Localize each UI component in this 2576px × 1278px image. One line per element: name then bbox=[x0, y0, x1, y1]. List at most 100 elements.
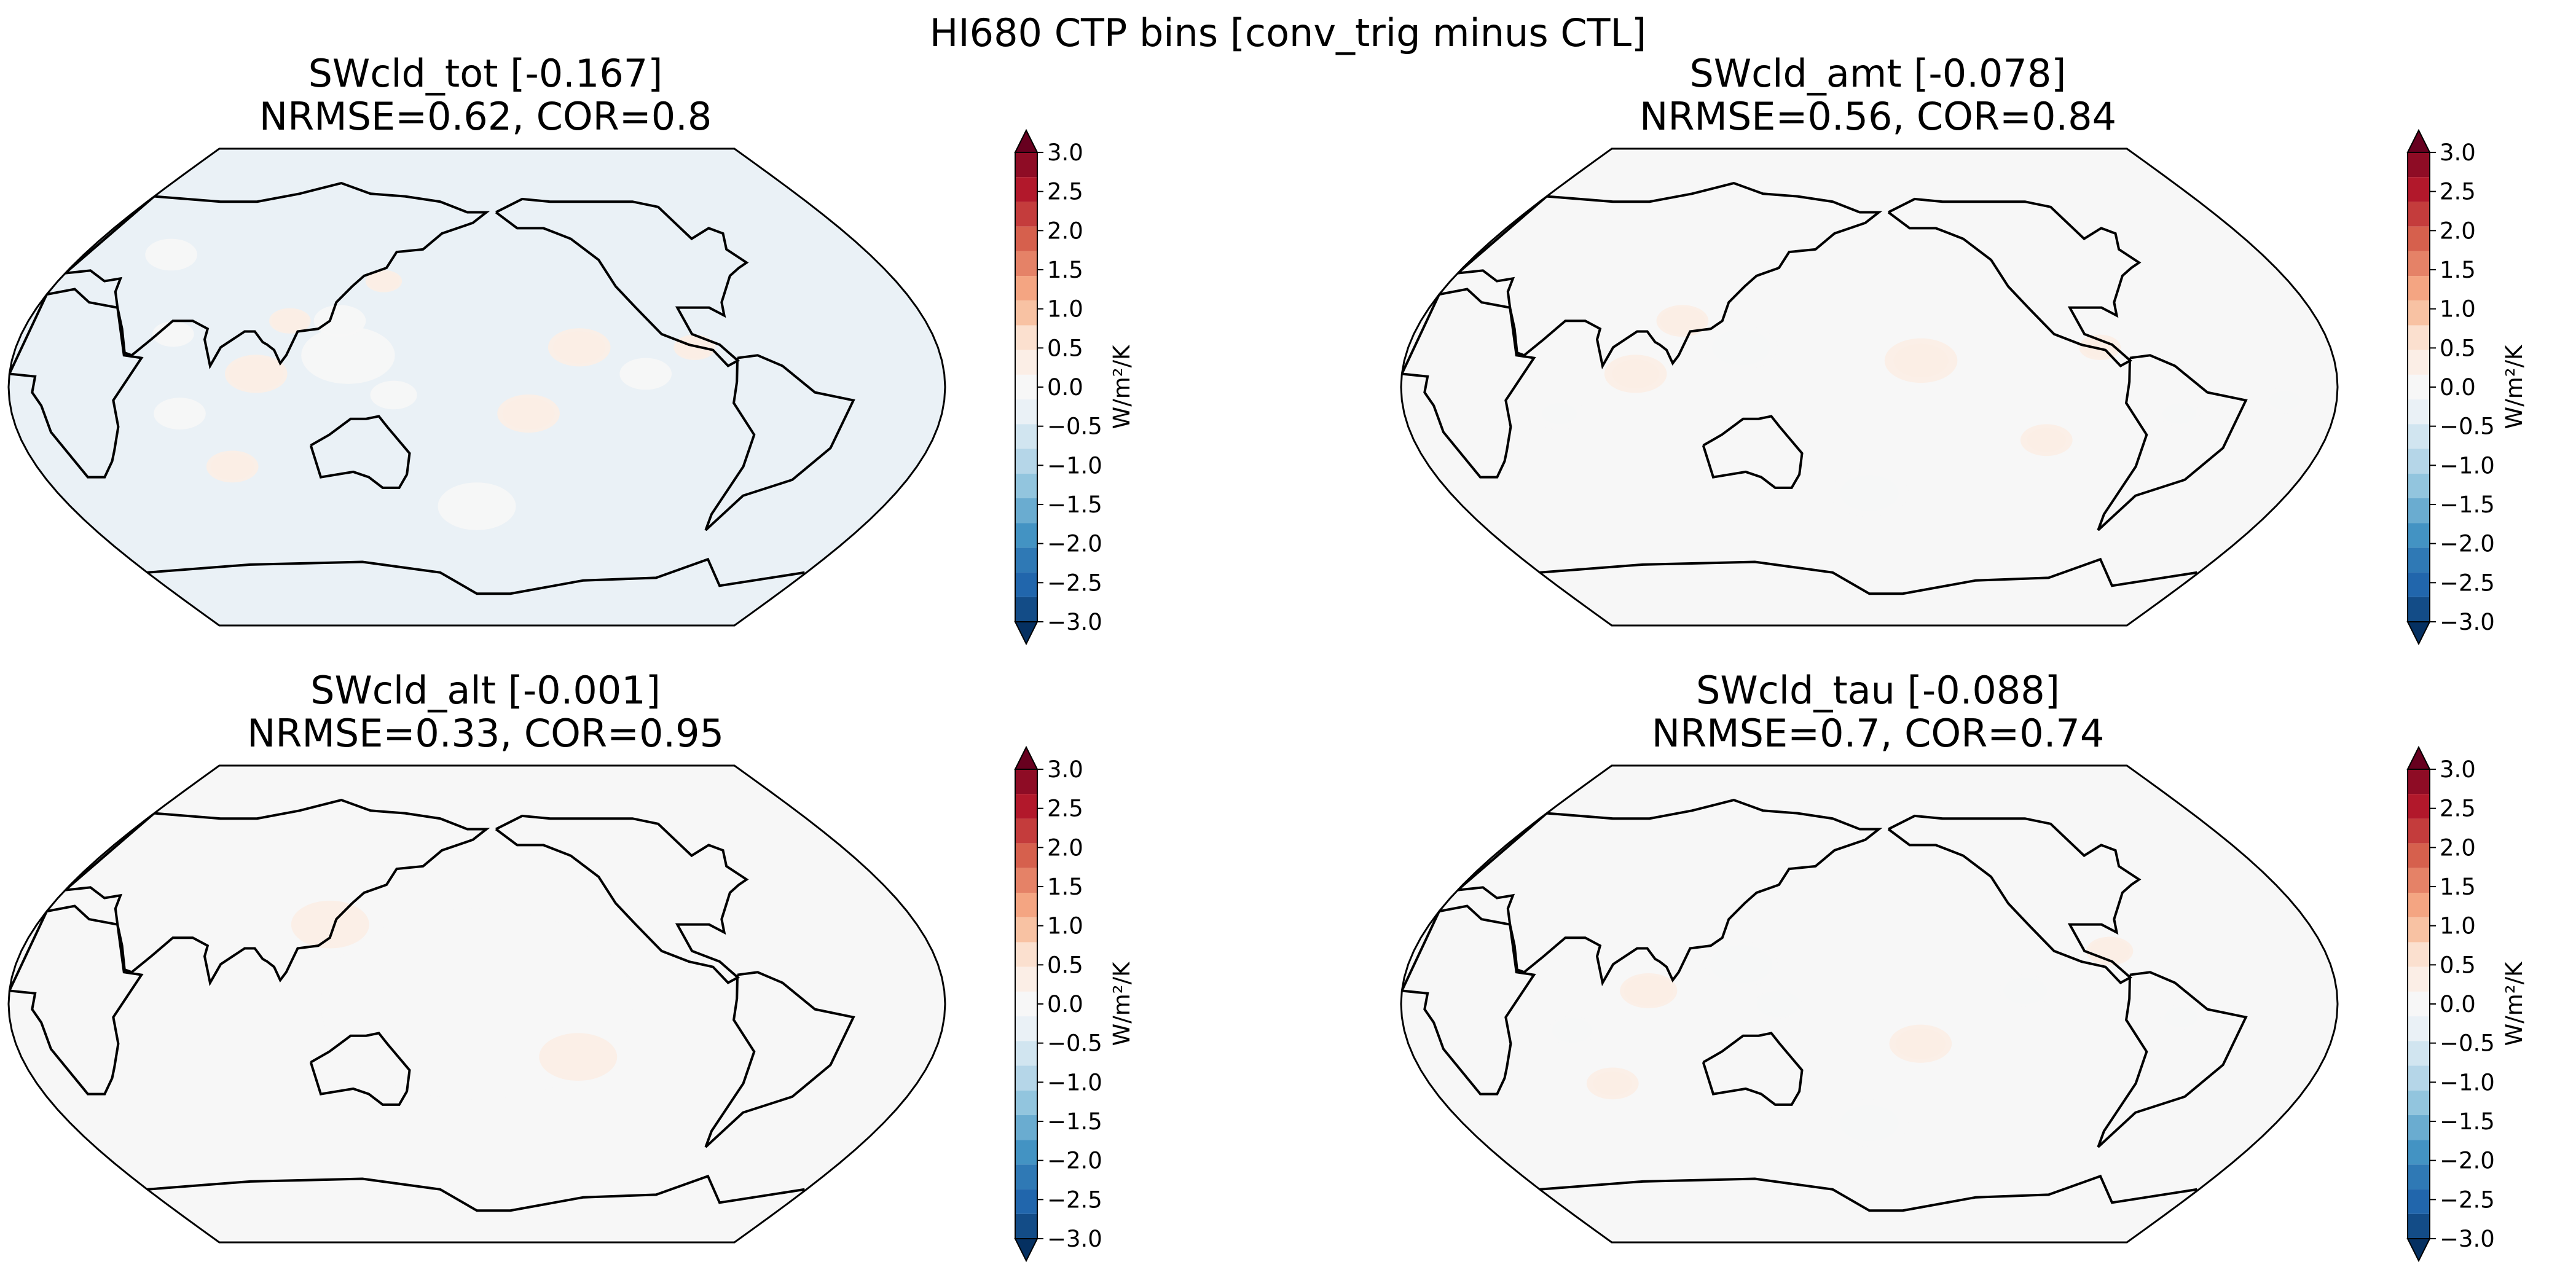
map-background bbox=[9, 149, 945, 625]
africa-outline bbox=[1401, 904, 1536, 1096]
contour-patch bbox=[301, 326, 395, 384]
colorbar-extend-max bbox=[1014, 128, 1039, 153]
colorbar-segment bbox=[1015, 597, 1037, 622]
contour-patch bbox=[673, 334, 716, 361]
colorbar-segment bbox=[2408, 966, 2430, 992]
colorbar-segment bbox=[1015, 1115, 1037, 1140]
colorbar-segment bbox=[1015, 374, 1037, 400]
colorbar-segment bbox=[2408, 547, 2430, 573]
robinson-map bbox=[1400, 764, 2339, 1244]
map-boundary bbox=[1400, 147, 2339, 627]
colorbar-tick-label: 2.5 bbox=[1047, 796, 1083, 822]
map-figure: 3.0 2.5 2.0 1.5 1.0 0.5 0.0 −0.5 −1.0 −1.5 −2.0 −2.… bbox=[1400, 745, 2527, 1263]
colorbar-tick-label: −1.5 bbox=[2440, 1108, 2495, 1135]
colorbar-segment bbox=[1015, 424, 1037, 449]
colorbar-tick-label: −2.0 bbox=[1047, 1148, 1102, 1174]
colorbar-segment bbox=[2408, 251, 2430, 276]
asia-outline bbox=[1453, 798, 1883, 987]
colorbar-segment bbox=[2408, 572, 2430, 597]
colorbar-segment bbox=[1015, 251, 1037, 276]
colorbar-tick-label: −1.0 bbox=[2440, 1069, 2495, 1096]
colorbar-tick-label: 3.0 bbox=[2440, 139, 2476, 166]
colorbar-tick-label: 2.0 bbox=[1047, 834, 1083, 861]
colorbar-extend-min bbox=[2406, 1238, 2431, 1263]
contour-patch bbox=[1830, 469, 1909, 517]
panel-title: SWcld_alt [-0.001] bbox=[310, 668, 661, 713]
colorbar-segment bbox=[2408, 226, 2430, 251]
colorbar-segment bbox=[1015, 917, 1037, 943]
map-panel-swcld-amt: SWcld_amt [-0.078] NRMSE=0.56, COR=0.84 … bbox=[1392, 0, 2576, 646]
robinson-map bbox=[7, 147, 946, 627]
colorbar-tick-label: 1.5 bbox=[2440, 874, 2476, 900]
colorbar-segment bbox=[1015, 399, 1037, 425]
colorbar-segment bbox=[1015, 449, 1037, 474]
colorbar-tick-label: −3.0 bbox=[2440, 609, 2495, 635]
colorbar-label: W/m²/K bbox=[1109, 344, 1135, 429]
colorbar-segment bbox=[1015, 498, 1037, 523]
australia-outline bbox=[1702, 415, 1804, 489]
australia-outline bbox=[309, 415, 411, 489]
colorbar-segment bbox=[2408, 769, 2430, 794]
colorbar-tick-label: 1.0 bbox=[2440, 913, 2476, 939]
contour-patch bbox=[548, 328, 611, 367]
contour-patch bbox=[2158, 401, 2201, 426]
colorbar-tick-label: −2.5 bbox=[2440, 570, 2495, 596]
colorbar-segment bbox=[1015, 769, 1037, 794]
colorbar-tick-label: 0.5 bbox=[1047, 335, 1083, 361]
colorbar-segment bbox=[1015, 794, 1037, 819]
colorbar-segment bbox=[2408, 276, 2430, 301]
colorbar-segment bbox=[1015, 350, 1037, 375]
colorbar-tick-label: −3.0 bbox=[2440, 1226, 2495, 1252]
colorbar-tick-label: −1.0 bbox=[1047, 452, 1102, 479]
colorbar-tick-label: 0.5 bbox=[2440, 952, 2476, 978]
colorbar-tick-label: −3.0 bbox=[1047, 609, 1102, 635]
colorbar-segment bbox=[2408, 523, 2430, 548]
colorbar-tick-label: −1.0 bbox=[2440, 452, 2495, 479]
colorbar-label: W/m²/K bbox=[2501, 344, 2527, 429]
colorbar-segment bbox=[2408, 1115, 2430, 1140]
colorbar-tick-label: 0.0 bbox=[2440, 374, 2476, 401]
contour-patch bbox=[154, 398, 206, 429]
colorbar-segment bbox=[2408, 473, 2430, 498]
north-america-outline bbox=[495, 197, 749, 368]
colorbar-tick-label: −2.0 bbox=[2440, 531, 2495, 557]
panel-title: SWcld_amt [-0.078] bbox=[1689, 51, 2067, 96]
colorbar-tick-label: −2.5 bbox=[1047, 1186, 1102, 1213]
colorbar-segment bbox=[2408, 1189, 2430, 1214]
colorbar-segment bbox=[2408, 893, 2430, 918]
panel-stats: NRMSE=0.33, COR=0.95 bbox=[246, 711, 724, 756]
colorbar-segment bbox=[2408, 1065, 2430, 1091]
contour-patch bbox=[1586, 1067, 1639, 1100]
colorbar-tick-label: −0.5 bbox=[1047, 1030, 1102, 1057]
map-boundary bbox=[7, 764, 946, 1244]
colorbar-segment bbox=[2408, 1041, 2430, 1066]
map-background bbox=[1401, 149, 2338, 625]
contour-patch bbox=[365, 270, 402, 292]
north-america-outline bbox=[495, 814, 749, 985]
colorbar-label: W/m²/K bbox=[1109, 961, 1135, 1046]
colorbar-segment bbox=[2408, 374, 2430, 400]
antarctica-outline bbox=[1539, 1174, 2197, 1212]
south-america-outline bbox=[704, 971, 855, 1148]
south-america-outline bbox=[704, 354, 855, 531]
colorbar-segment bbox=[1015, 226, 1037, 251]
colorbar-tick-label: 0.0 bbox=[1047, 991, 1083, 1017]
colorbar-tick-label: 3.0 bbox=[1047, 756, 1083, 783]
contour-patch bbox=[1754, 989, 1802, 1019]
contour-patch bbox=[619, 358, 672, 390]
colorbar-segment bbox=[1015, 868, 1037, 893]
figure-title: HI680 CTP bins [conv_trig minus CTL] bbox=[929, 10, 1647, 55]
panel-stats: NRMSE=0.7, COR=0.74 bbox=[1651, 711, 2105, 756]
colorbar-segment bbox=[1015, 818, 1037, 844]
colorbar-tick-label: 0.5 bbox=[2440, 335, 2476, 361]
contour-patch bbox=[2086, 936, 2134, 966]
colorbar-segment bbox=[1015, 177, 1037, 202]
contour-patch bbox=[1604, 355, 1667, 393]
colorbar-segment bbox=[1015, 991, 1037, 1017]
south-america-outline bbox=[2097, 971, 2248, 1148]
colorbar-segment bbox=[2408, 597, 2430, 622]
contour-patch bbox=[2020, 424, 2073, 457]
asia-outline bbox=[61, 181, 490, 370]
colorbar-segment bbox=[2408, 300, 2430, 326]
map-panel-swcld-tot: SWcld_tot [-0.167] NRMSE=0.62, COR=0.8 3… bbox=[0, 0, 1288, 646]
